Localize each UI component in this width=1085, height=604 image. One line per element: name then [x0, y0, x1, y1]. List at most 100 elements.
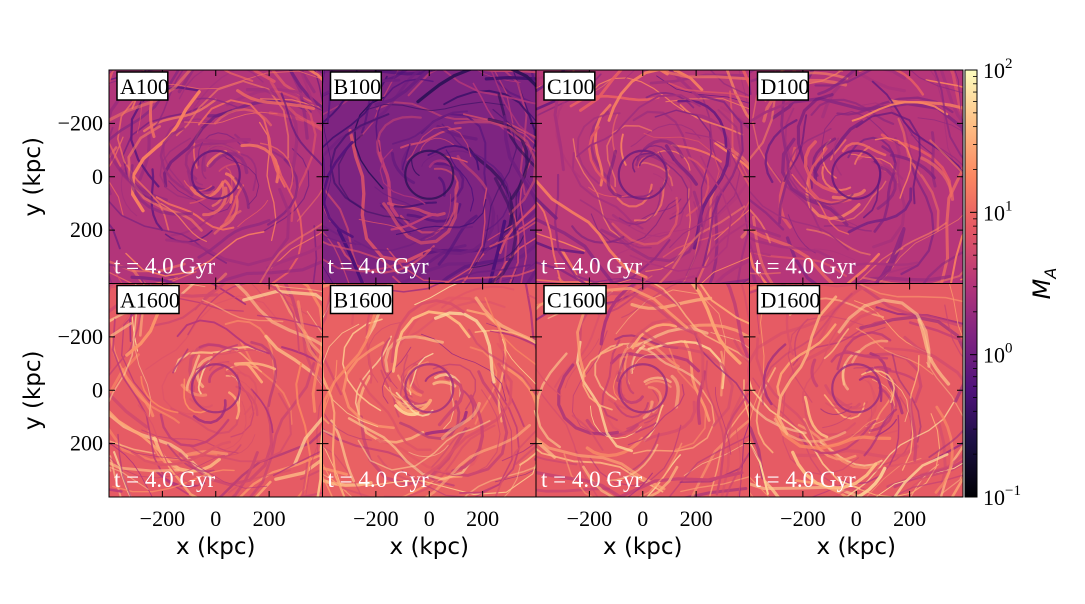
- filament: [141, 429, 239, 454]
- filament: [774, 414, 892, 451]
- filament: [453, 120, 536, 215]
- filament: [258, 222, 323, 284]
- filament: [575, 340, 633, 453]
- filament: [669, 131, 741, 249]
- filament: [618, 187, 662, 226]
- filament: [743, 379, 750, 421]
- filament: [635, 154, 668, 167]
- filament: [772, 283, 963, 328]
- filament: [298, 307, 323, 387]
- filament: [685, 109, 742, 277]
- filament: [618, 380, 644, 405]
- filament: [347, 417, 477, 481]
- filament: [337, 241, 435, 274]
- filament: [266, 243, 323, 270]
- filament: [868, 387, 893, 434]
- colorbar-tick-label: 100: [983, 341, 1013, 368]
- filament: [436, 124, 478, 141]
- filament: [322, 478, 373, 487]
- core-ring: [831, 149, 882, 200]
- x-axis-label: x (kpc): [817, 534, 896, 560]
- filament: [322, 151, 326, 189]
- filament: [109, 70, 193, 122]
- filament: [705, 360, 726, 449]
- filament: [406, 126, 472, 161]
- filament: [536, 217, 616, 284]
- filament: [749, 91, 809, 238]
- filament: [187, 392, 292, 463]
- filament: [749, 214, 881, 284]
- filament: [435, 389, 501, 477]
- panel-b100: B100 t = 4.0 Gyr: [322, 69, 537, 284]
- filament: [823, 328, 850, 360]
- panel-grid: A100 t = 4.0 Gyr B100 t = 4.0 Gyr C100 t = 4.…: [108, 69, 964, 498]
- filament: [585, 436, 644, 458]
- x-tick-label: −200: [140, 506, 185, 531]
- filament: [626, 472, 653, 497]
- filament: [904, 121, 933, 155]
- axes: −200 0 200 x (kpc) −200 0 200 x (kpc) −200 0 200 x …: [20, 110, 926, 560]
- filament: [662, 162, 750, 258]
- filament: [636, 144, 675, 162]
- filament: [841, 363, 849, 391]
- filament: [763, 480, 781, 497]
- filament: [920, 156, 955, 201]
- filament: [643, 404, 664, 442]
- filament: [216, 400, 247, 451]
- filament: [936, 420, 947, 497]
- filament: [194, 283, 300, 353]
- filament: [391, 310, 471, 373]
- filament: [322, 475, 334, 497]
- panel-name: A100: [120, 74, 169, 99]
- filament: [280, 92, 323, 167]
- filament: [184, 141, 228, 180]
- colorbar: 10−1 100 101 102 MA: [964, 56, 1060, 510]
- filament: [409, 300, 506, 337]
- filament: [611, 113, 619, 156]
- filament: [747, 354, 750, 393]
- filament: [382, 202, 459, 245]
- filament: [414, 283, 459, 306]
- filament: [749, 70, 785, 231]
- y-tick-label: 200: [70, 431, 103, 456]
- filament: [576, 94, 701, 158]
- x-axis-label: x (kpc): [176, 534, 255, 560]
- filament: [238, 453, 323, 497]
- filament: [445, 149, 475, 212]
- filament: [194, 138, 251, 144]
- filament: [394, 404, 420, 417]
- time-label: t = 4.0 Gyr: [541, 467, 642, 492]
- filament: [781, 390, 860, 476]
- y-axis-label: y (kpc): [20, 351, 46, 430]
- filament: [491, 76, 536, 106]
- filament: [701, 96, 749, 235]
- panel-c100: C100 t = 4.0 Gyr: [535, 69, 750, 284]
- filament: [422, 244, 467, 268]
- filament: [233, 361, 277, 371]
- filament: [150, 70, 323, 90]
- filament: [489, 330, 536, 462]
- filament: [647, 340, 726, 390]
- filament: [851, 101, 949, 122]
- filament: [656, 75, 750, 104]
- filament: [425, 193, 451, 240]
- filament: [109, 442, 153, 497]
- x-axis-label: x (kpc): [603, 534, 682, 560]
- filament: [848, 261, 919, 268]
- filament: [438, 176, 446, 197]
- filament: [749, 400, 807, 435]
- filament: [264, 334, 323, 481]
- filament: [736, 226, 750, 284]
- filament: [597, 283, 653, 316]
- filament: [761, 70, 906, 93]
- filament: [416, 70, 536, 104]
- filament: [486, 124, 536, 242]
- filament: [851, 407, 873, 436]
- filament: [212, 349, 256, 355]
- filament: [165, 188, 291, 267]
- filament: [587, 125, 618, 196]
- filament: [714, 142, 750, 171]
- filament: [237, 199, 269, 228]
- filament: [749, 250, 847, 278]
- filament: [301, 283, 323, 413]
